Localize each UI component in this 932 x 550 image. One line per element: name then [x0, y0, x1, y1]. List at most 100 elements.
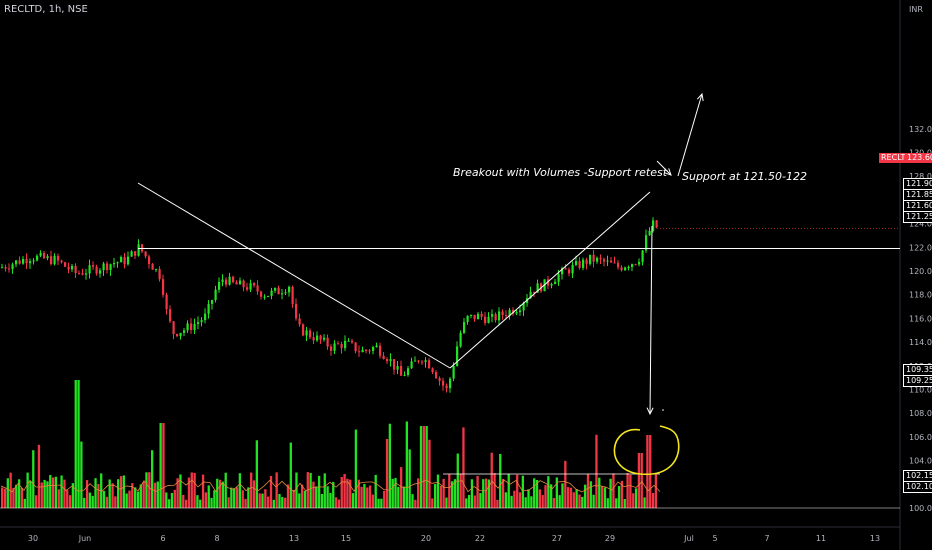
volume-bar [20, 487, 24, 508]
candle-body [11, 264, 14, 270]
volume-bar [476, 475, 479, 508]
volume-bar [646, 435, 649, 508]
volume-bar [632, 493, 635, 508]
volume-bar [448, 474, 451, 508]
volume-bar [142, 481, 145, 508]
volume-bar [649, 435, 652, 508]
price-tick-label: 104.00 [909, 457, 932, 466]
volume-bar [623, 498, 626, 508]
volume-bar [510, 495, 513, 508]
candle-body [109, 264, 112, 271]
volume-bar [148, 472, 151, 508]
volume-bar [442, 478, 445, 508]
symbol-header[interactable]: RECLTD, 1h, NSE [4, 4, 88, 15]
candle-body [375, 345, 378, 348]
volume-bar [360, 486, 363, 508]
volume-bar [247, 487, 250, 508]
candle-body [158, 269, 161, 280]
candle-body [186, 323, 189, 331]
falling-trendline [137, 182, 451, 369]
candle-body [368, 350, 371, 352]
candle-body [568, 269, 571, 274]
candle-body [197, 322, 200, 324]
candle-body [347, 340, 350, 342]
candle-body [284, 292, 287, 294]
candle-body [211, 300, 214, 304]
volume-bar [380, 498, 383, 508]
volume-bar [385, 439, 389, 508]
volume-bar [419, 426, 423, 508]
breakout-annotation: Breakout with Volumes -Support retest [453, 166, 668, 179]
candle-body [207, 303, 210, 314]
candle-body [162, 279, 165, 295]
time-tick-label: 15 [341, 534, 351, 543]
candle-body [487, 316, 490, 323]
currency-label: INR [909, 5, 923, 14]
candle-body [379, 345, 382, 356]
volume-bar [496, 499, 499, 508]
volume-bar [284, 497, 287, 508]
volume-bar [91, 495, 94, 508]
volume-bar [397, 487, 400, 508]
candle-body [267, 295, 270, 297]
price-tick-label: 120.00 [909, 267, 932, 276]
volume-bar [374, 474, 377, 508]
volume-bar [125, 493, 128, 508]
candle-body [218, 281, 221, 290]
volume-bar [210, 497, 213, 508]
volume-bar [581, 496, 584, 508]
volume-bar [487, 479, 491, 508]
candle-body [141, 244, 144, 252]
candle-body [372, 347, 375, 351]
candle-body [652, 220, 655, 231]
symbol-price-tag: RECLTD [879, 153, 914, 163]
candle-body [592, 254, 595, 262]
candle-body [393, 359, 396, 370]
candle-body [144, 251, 147, 257]
candle-body [634, 264, 637, 266]
candle-body [358, 351, 361, 353]
candle-body [60, 260, 63, 263]
volume-bar [600, 486, 604, 508]
volume-bar [411, 494, 414, 508]
candle-body [235, 282, 238, 285]
volume-bar [88, 492, 92, 508]
volume-bar [17, 479, 21, 508]
volume-bar [46, 481, 49, 508]
candle-body [106, 263, 109, 271]
candle-body [151, 264, 154, 270]
volume-bar [615, 498, 618, 508]
candle-body [610, 260, 613, 263]
candle-body [85, 273, 88, 275]
volume-bar [555, 477, 558, 508]
volume-bar [343, 473, 346, 508]
volume-arrow-head [646, 407, 654, 416]
candle-body [477, 313, 480, 320]
volume-bar [521, 475, 525, 508]
volume-bar [184, 499, 188, 508]
volume-bar [170, 492, 174, 508]
volume-bar [66, 490, 69, 508]
candle-body [512, 309, 515, 314]
volume-bar [524, 497, 527, 508]
volume-bar [349, 479, 352, 508]
volume-bar [244, 498, 247, 508]
volume-bar [354, 429, 358, 508]
candle-body [256, 285, 259, 292]
volume-bar [391, 478, 394, 508]
candle-body [193, 323, 196, 330]
target-arrow [677, 93, 703, 177]
time-tick-label: 30 [28, 534, 38, 543]
volume-bar [267, 496, 270, 508]
candle-body [74, 265, 77, 274]
candle-body [414, 360, 417, 362]
volume-bar [298, 493, 301, 508]
volume-bar [43, 479, 46, 508]
volume-bar [83, 497, 86, 508]
volume-bar [269, 475, 273, 508]
volume-bar [507, 473, 510, 508]
volume-bar [204, 492, 208, 508]
time-tick-label: 22 [475, 534, 485, 543]
support-annotation: Support at 121.50-122 [682, 170, 807, 183]
